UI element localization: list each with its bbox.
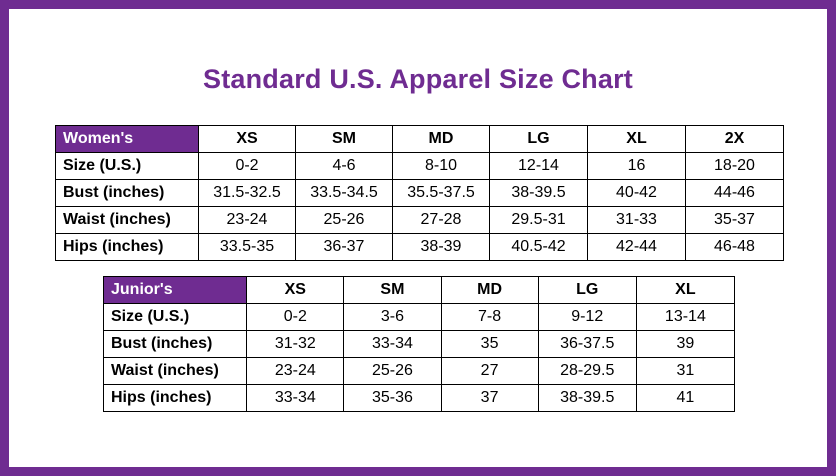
table-cell: 39	[635, 330, 736, 358]
table-cell: 9-12	[537, 303, 637, 331]
row-label: Bust (inches)	[102, 330, 248, 358]
table-cell: 25-26	[343, 357, 442, 385]
size-header: MD	[440, 276, 539, 304]
table-cell: 38-39.5	[537, 384, 637, 412]
row-label: Waist (inches)	[55, 206, 199, 234]
row-label: Hips (inches)	[55, 233, 199, 261]
table-cell: 41	[635, 384, 736, 412]
womens-group-label: Women's	[55, 125, 199, 153]
table-cell: 36-37.5	[537, 330, 637, 358]
table-row: Hips (inches) 33.5-35 36-37 38-39 40.5-4…	[55, 233, 784, 261]
size-header: SM	[343, 276, 442, 304]
table-cell: 16	[587, 152, 686, 180]
table-header-row: Women's XS SM MD LG XL 2X	[55, 125, 784, 153]
size-header: XL	[635, 276, 736, 304]
table-cell: 35-37	[685, 206, 784, 234]
table-row: Size (U.S.) 0-2 3-6 7-8 9-12 13-14	[102, 303, 736, 331]
table-cell: 27-28	[392, 206, 490, 234]
table-cell: 44-46	[685, 179, 784, 207]
table-cell: 31	[635, 357, 736, 385]
size-header: LG	[489, 125, 588, 153]
table-cell: 13-14	[635, 303, 736, 331]
juniors-group-label: Junior's	[102, 276, 248, 304]
size-header: XS	[198, 125, 296, 153]
table-cell: 0-2	[246, 303, 345, 331]
table-header-row: Junior's XS SM MD LG XL	[102, 276, 736, 304]
table-cell: 46-48	[685, 233, 784, 261]
table-cell: 0-2	[198, 152, 296, 180]
size-header: XS	[246, 276, 345, 304]
row-label: Size (U.S.)	[55, 152, 199, 180]
table-row: Bust (inches) 31-32 33-34 35 36-37.5 39	[102, 330, 736, 358]
table-row: Bust (inches) 31.5-32.5 33.5-34.5 35.5-3…	[55, 179, 784, 207]
table-cell: 31.5-32.5	[198, 179, 296, 207]
table-cell: 37	[440, 384, 539, 412]
table-cell: 18-20	[685, 152, 784, 180]
table-cell: 38-39.5	[489, 179, 588, 207]
table-cell: 25-26	[295, 206, 393, 234]
size-header: 2X	[685, 125, 784, 153]
table-cell: 28-29.5	[537, 357, 637, 385]
row-label: Hips (inches)	[102, 384, 248, 412]
table-cell: 35-36	[343, 384, 442, 412]
table-cell: 38-39	[392, 233, 490, 261]
table-row: Size (U.S.) 0-2 4-6 8-10 12-14 16 18-20	[55, 152, 784, 180]
table-cell: 33.5-34.5	[295, 179, 393, 207]
row-label: Bust (inches)	[55, 179, 199, 207]
table-cell: 27	[440, 357, 539, 385]
table-cell: 23-24	[246, 357, 345, 385]
table-cell: 31-33	[587, 206, 686, 234]
table-cell: 40.5-42	[489, 233, 588, 261]
table-cell: 4-6	[295, 152, 393, 180]
table-row: Waist (inches) 23-24 25-26 27-28 29.5-31…	[55, 206, 784, 234]
table-cell: 8-10	[392, 152, 490, 180]
table-row: Waist (inches) 23-24 25-26 27 28-29.5 31	[102, 357, 736, 385]
size-header: LG	[537, 276, 637, 304]
table-cell: 33-34	[246, 384, 345, 412]
womens-size-table: Women's XS SM MD LG XL 2X Size (U.S.) 0-…	[55, 125, 784, 261]
table-cell: 33.5-35	[198, 233, 296, 261]
table-cell: 12-14	[489, 152, 588, 180]
table-cell: 7-8	[440, 303, 539, 331]
table-cell: 3-6	[343, 303, 442, 331]
table-cell: 35	[440, 330, 539, 358]
row-label: Size (U.S.)	[102, 303, 248, 331]
size-header: MD	[392, 125, 490, 153]
table-cell: 35.5-37.5	[392, 179, 490, 207]
size-header: SM	[295, 125, 393, 153]
table-cell: 29.5-31	[489, 206, 588, 234]
table-cell: 42-44	[587, 233, 686, 261]
size-header: XL	[587, 125, 686, 153]
table-cell: 36-37	[295, 233, 393, 261]
table-cell: 31-32	[246, 330, 345, 358]
table-cell: 23-24	[198, 206, 296, 234]
row-label: Waist (inches)	[102, 357, 248, 385]
page-title: Standard U.S. Apparel Size Chart	[203, 64, 633, 94]
juniors-size-table: Junior's XS SM MD LG XL Size (U.S.) 0-2 …	[102, 276, 736, 412]
table-cell: 33-34	[343, 330, 442, 358]
table-cell: 40-42	[587, 179, 686, 207]
table-row: Hips (inches) 33-34 35-36 37 38-39.5 41	[102, 384, 736, 412]
